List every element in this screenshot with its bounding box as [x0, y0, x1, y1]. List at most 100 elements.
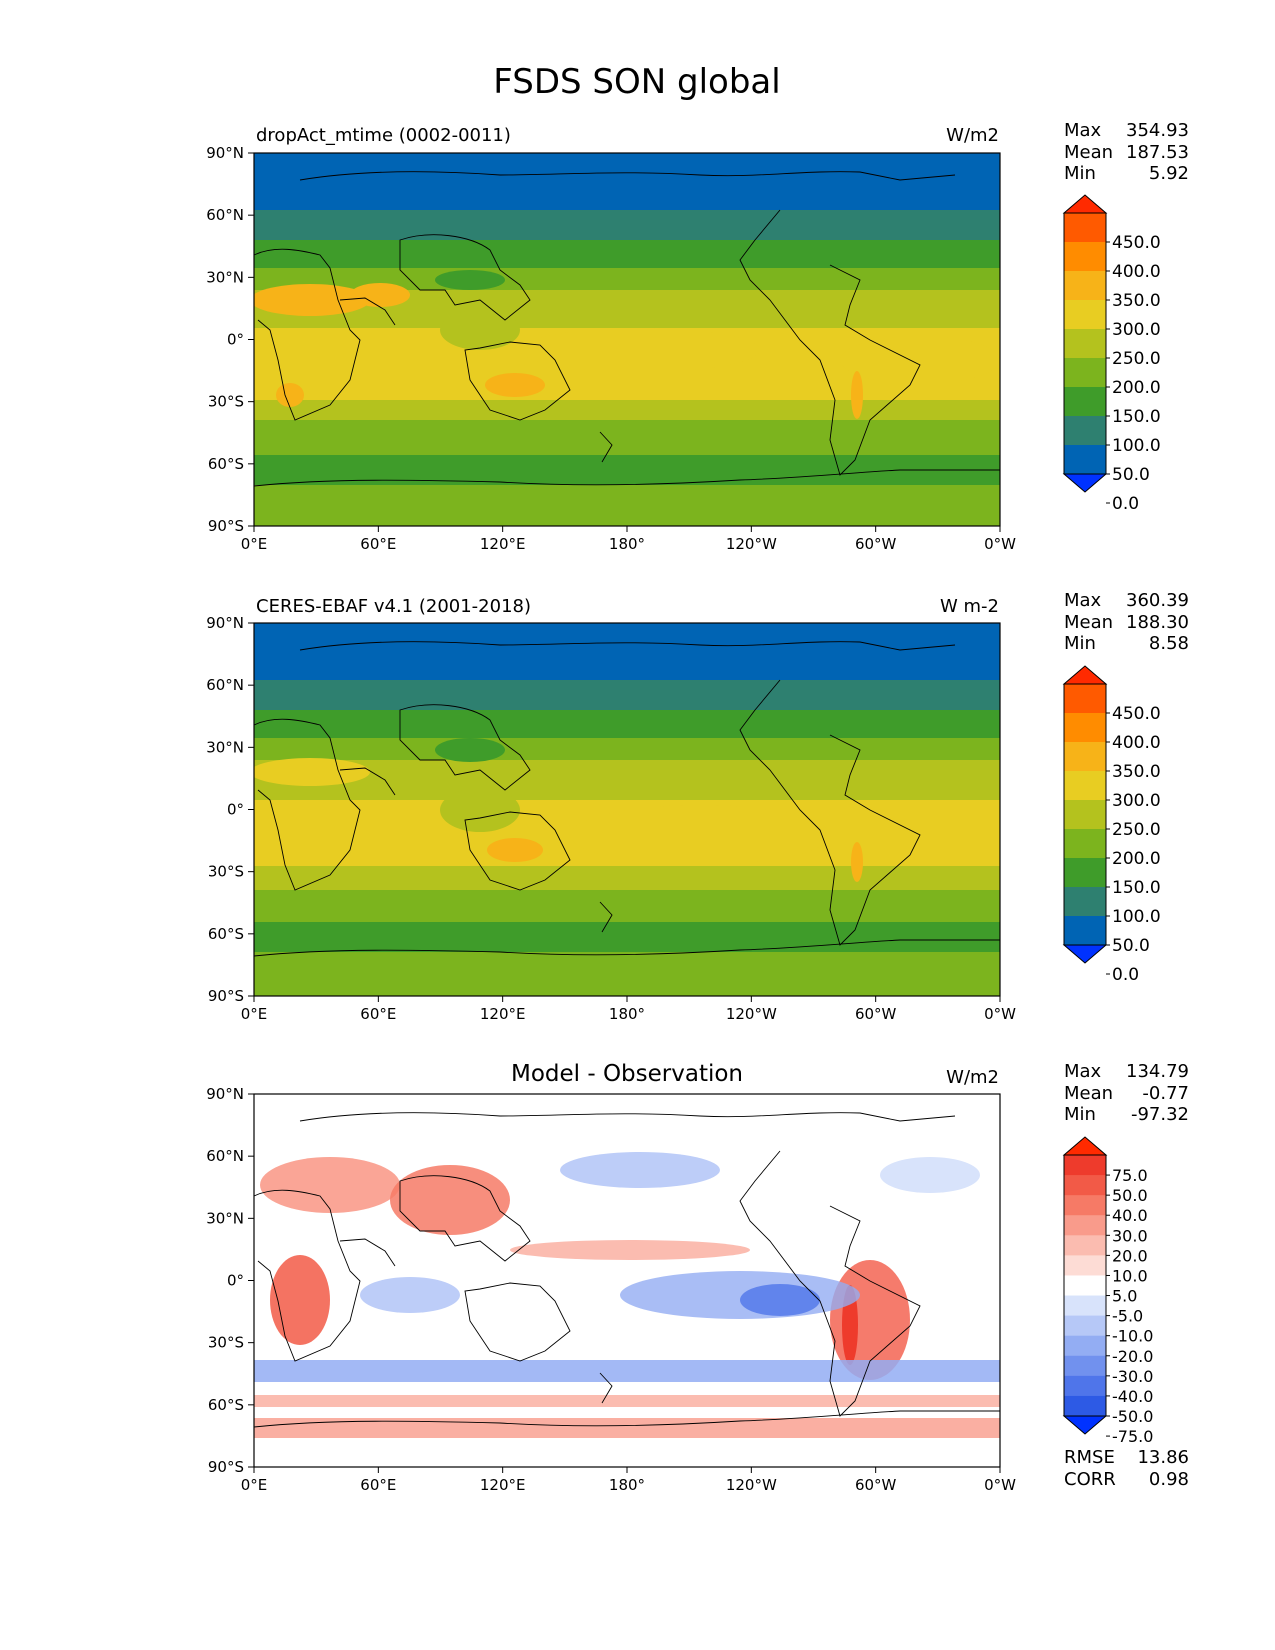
- colorbar-tick-label: 150.0: [1112, 407, 1161, 427]
- colorbar-segment: [1064, 300, 1106, 330]
- stat-value-rmse: 13.86: [1137, 1447, 1189, 1468]
- y-tick-label: 90°S: [208, 517, 244, 535]
- colorbar-tick-label: 300.0: [1112, 320, 1161, 340]
- colorbar-segment: [1064, 445, 1106, 475]
- y-tick-label: 0°: [227, 331, 244, 349]
- x-tick-label: 60°W: [855, 1476, 897, 1494]
- x-tick-label: 0°E: [241, 1476, 268, 1494]
- colorbar-tick-label: 50.0: [1112, 936, 1150, 956]
- tibet-green: [435, 270, 505, 290]
- stat-label-min: Min: [1064, 163, 1096, 184]
- colorbar-extend-min: [1062, 944, 1108, 964]
- colorbar-tick-label: 20.0: [1112, 1246, 1148, 1265]
- colorbar-difference: 75.050.040.030.020.010.0 5.0-5.0-10.0-20.…: [1062, 1136, 1153, 1446]
- panel-units: W/m2: [946, 1067, 999, 1088]
- band-north-trop: [254, 760, 1000, 800]
- colorbar-segment: [1064, 1275, 1106, 1297]
- y-tick-label: 60°S: [208, 1396, 244, 1414]
- diff-subtropic-warm-band: [510, 1240, 750, 1260]
- y-tick-label: 30°N: [206, 1209, 244, 1227]
- diff-north-pac-cool: [560, 1152, 720, 1188]
- maritime-green: [440, 310, 520, 350]
- x-tick-label: 60°E: [360, 1476, 396, 1494]
- colorbar-segment: [1064, 1195, 1106, 1216]
- colorbar-tick-label: 50.0: [1112, 1186, 1148, 1205]
- diff-epac-cool: [740, 1284, 820, 1316]
- map-observation: [254, 623, 1000, 996]
- stat-label-mean: Mean: [1064, 1083, 1113, 1104]
- stat-value-max: 134.79: [1126, 1061, 1189, 1082]
- colorbar-segment: [1064, 1295, 1106, 1317]
- panel-units: W m-2: [940, 596, 999, 617]
- stat-value-max: 354.93: [1126, 120, 1189, 141]
- stat-label-mean: Mean: [1064, 142, 1113, 163]
- x-tick-label: 60°W: [855, 1005, 897, 1023]
- colorbar-tick-label: 400.0: [1112, 262, 1161, 282]
- x-tick-label: 120°E: [480, 535, 526, 553]
- x-tick-label: 60°E: [360, 1005, 396, 1023]
- panel-observation: CERES-EBAF v4.1 (2001-2018) W m-2 0°E 60°…: [206, 590, 1189, 1023]
- panel-difference: Model - Observation W/m2 0°E 60°E 120°E 180…: [206, 1061, 1189, 1494]
- colorbar-segment: [1064, 713, 1106, 743]
- y-tick-label: 90°N: [206, 614, 244, 632]
- colorbar-segment: [1064, 1395, 1106, 1417]
- y-tick-label: 30°S: [208, 1334, 244, 1352]
- band-arctic: [254, 153, 1000, 217]
- colorbar-tick-label: 450.0: [1112, 233, 1161, 253]
- colorbar-tick-label: -20.0: [1112, 1347, 1153, 1366]
- colorbar-tick-label: 100.0: [1112, 436, 1161, 456]
- diff-indian-cool: [360, 1277, 460, 1313]
- stat-label-max: Max: [1064, 120, 1102, 141]
- band-antarctic: [254, 952, 1000, 996]
- stats-block: Max 354.93 Mean 187.53 Min 5.92: [1064, 120, 1189, 184]
- colorbar-segment: [1064, 829, 1106, 859]
- colorbar-frame: [1063, 683, 1107, 946]
- australia-bright: [485, 373, 545, 397]
- colorbar-tick-label: 50.0: [1112, 465, 1150, 485]
- colorbar-tick-label: 10.0: [1112, 1266, 1148, 1285]
- colorbar-tick-label: 40.0: [1112, 1206, 1148, 1225]
- y-tick-label: 90°N: [206, 1085, 244, 1103]
- stat-value-min: 5.92: [1149, 163, 1189, 184]
- colorbar-segment: [1064, 358, 1106, 388]
- south-africa-bright: [276, 383, 304, 407]
- colorbar-segment: [1064, 1375, 1106, 1397]
- colorbar-segment: [1064, 329, 1106, 359]
- colorbar-tick-label: 400.0: [1112, 733, 1161, 753]
- x-tick-label: 0°W: [984, 1005, 1016, 1023]
- colorbar-tick-label: 0.0: [1112, 494, 1139, 514]
- stat-value-min: -97.32: [1131, 1104, 1189, 1125]
- stat-label-corr: CORR: [1064, 1469, 1116, 1490]
- colorbar-model: 450.0 400.0 350.0 300.0 250.0 200.0 150.0 100.0…: [1062, 194, 1161, 514]
- axis-ticks: 0°E 60°E 120°E 180° 120°W 60°W 0°W 90°N 60°N 30°N…: [206, 614, 1016, 1023]
- diff-europe-warm: [260, 1157, 400, 1213]
- band-south-mid: [254, 890, 1000, 922]
- colorbar-extend-max: [1062, 665, 1108, 685]
- colorbar-tick-label: 350.0: [1112, 291, 1161, 311]
- x-tick-label: 0°E: [241, 1005, 268, 1023]
- arabia-bright: [350, 283, 410, 307]
- south-pacific-bright: [570, 805, 830, 865]
- x-tick-label: 180°: [609, 1476, 645, 1494]
- x-tick-label: 120°W: [726, 1005, 777, 1023]
- x-tick-label: 60°E: [360, 535, 396, 553]
- y-tick-label: 0°: [227, 1272, 244, 1290]
- stats-block: Max 360.39 Mean 188.30 Min 8.58: [1064, 590, 1189, 654]
- x-tick-label: 0°E: [241, 535, 268, 553]
- diff-north-atl-cool: [880, 1157, 980, 1193]
- colorbar-segment: [1064, 387, 1106, 417]
- axis-ticks: 0°E 60°E 120°E 180° 120°W 60°W 0°W 90°N 60°N 30°N…: [206, 144, 1016, 553]
- panel-left-title: dropAct_mtime (0002-0011): [256, 125, 511, 146]
- colorbar-tick-label: -5.0: [1112, 1307, 1143, 1326]
- colorbar-frame: [1063, 1154, 1107, 1417]
- band-south-sub: [254, 866, 1000, 892]
- colorbar-tick-label: -40.0: [1112, 1387, 1153, 1406]
- diff-southern-ocean-cool: [254, 1360, 1000, 1382]
- x-tick-label: 0°W: [984, 1476, 1016, 1494]
- stat-label-max: Max: [1064, 590, 1102, 611]
- x-tick-label: 120°E: [480, 1476, 526, 1494]
- colorbar-segment: [1064, 1315, 1106, 1337]
- axis-ticks: 0°E 60°E 120°E 180° 120°W 60°W 0°W 90°N 60°N 30°N…: [206, 1085, 1016, 1494]
- colorbar-tick-label: 300.0: [1112, 791, 1161, 811]
